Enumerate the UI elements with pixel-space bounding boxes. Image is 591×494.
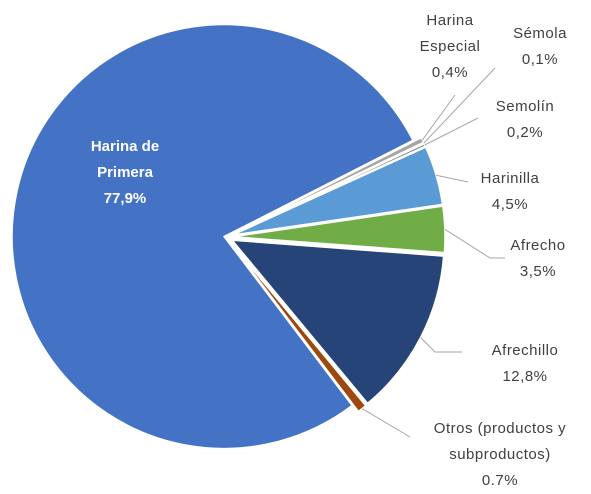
value-label: 0.7%	[481, 472, 519, 489]
data-label: Harinilla 4,5%	[455, 166, 565, 218]
leader-line	[420, 337, 462, 353]
data-label: Otros (productos y subproductos) 0.7%	[405, 416, 591, 494]
value-label: 0,2%	[506, 124, 544, 141]
pie-slice	[229, 242, 367, 413]
leader-line	[435, 174, 469, 183]
leader-line	[423, 67, 496, 144]
pie-slice	[230, 239, 445, 405]
leader-line	[361, 408, 411, 438]
category-name: Afrecho	[510, 237, 566, 254]
data-label: Harina de Primera 77,9%	[75, 134, 175, 212]
data-label: Afrecho 3,5%	[478, 233, 591, 285]
leader-line	[444, 228, 505, 259]
category-name: Harinilla	[480, 170, 540, 187]
category-name: Afrechillo	[491, 342, 559, 359]
leader-line	[424, 117, 479, 146]
category-name: Harina de Primera	[90, 138, 160, 181]
value-label: 12,8%	[502, 368, 548, 385]
data-label: Afrechillo 12,8%	[460, 338, 590, 390]
pie-slice	[232, 146, 444, 236]
value-label: 0,1%	[521, 51, 559, 68]
pie-slice	[232, 205, 446, 254]
value-label: 0,4%	[431, 64, 469, 81]
category-name: Semolín	[495, 98, 555, 115]
category-name: Sémola	[513, 25, 567, 42]
leader-line	[421, 94, 456, 141]
value-label: 4,5%	[491, 196, 529, 213]
category-name: Harina Especial	[419, 12, 481, 55]
pie-slice	[11, 23, 414, 450]
data-label: Sémola 0,1%	[490, 21, 590, 73]
value-label: 3,5%	[519, 263, 557, 280]
data-label: Semolín 0,2%	[470, 94, 580, 146]
value-label: 77,9%	[103, 190, 147, 207]
category-name: Otros (productos y subproductos)	[433, 420, 567, 463]
data-label: Harina Especial 0,4%	[405, 8, 495, 86]
